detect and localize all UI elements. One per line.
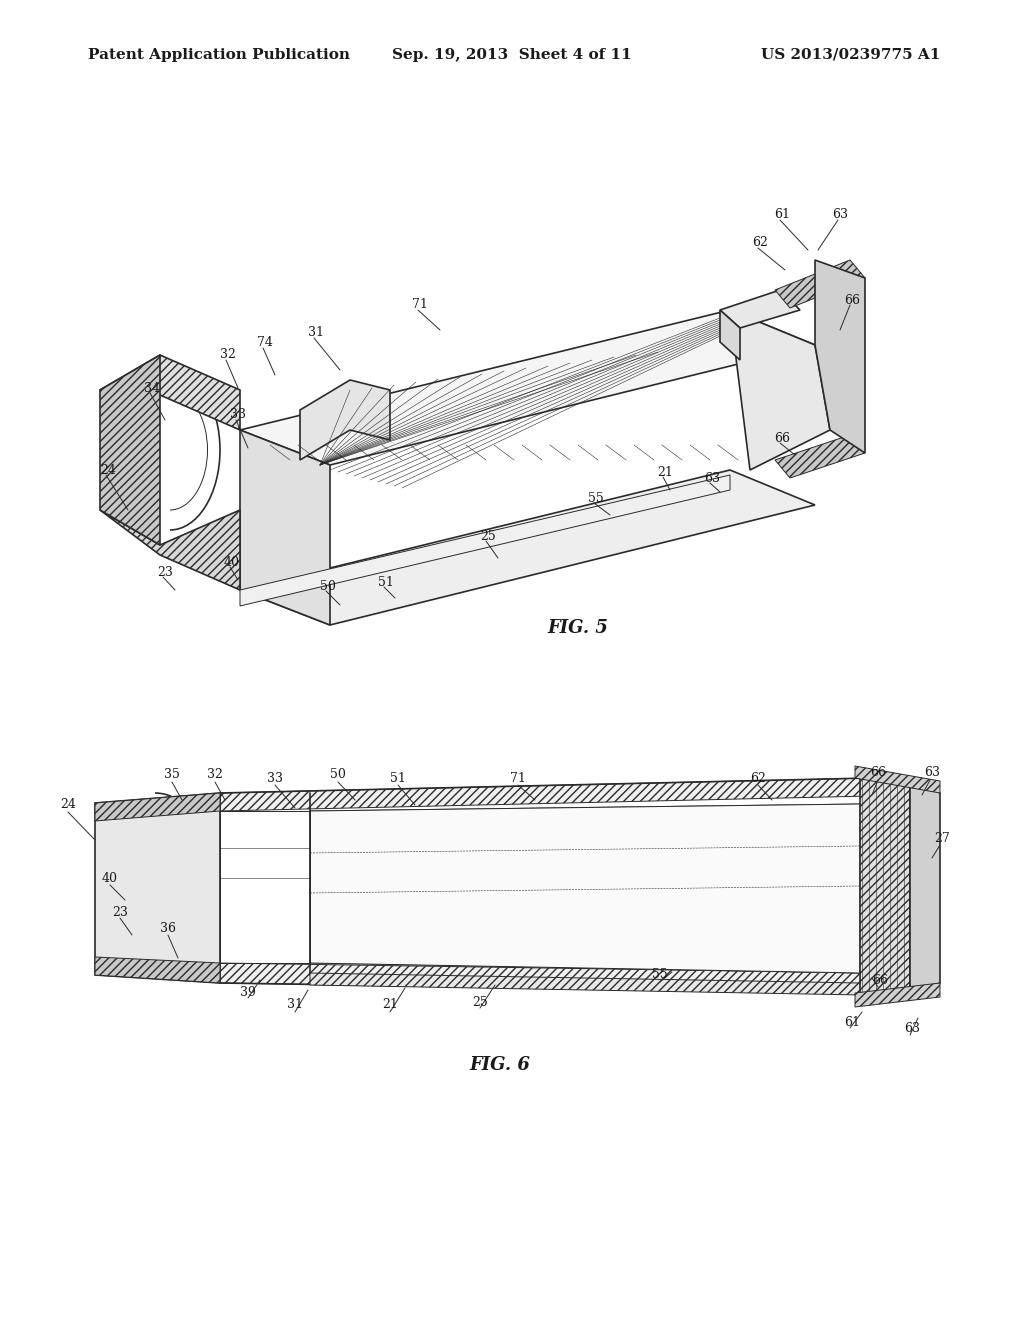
Text: 66: 66 — [844, 293, 860, 306]
Polygon shape — [95, 793, 220, 821]
Text: 66: 66 — [774, 432, 790, 445]
Polygon shape — [775, 436, 865, 478]
Text: 62: 62 — [750, 771, 766, 784]
Polygon shape — [240, 310, 815, 465]
Polygon shape — [240, 430, 330, 624]
Text: 24: 24 — [60, 799, 76, 812]
Text: 62: 62 — [752, 235, 768, 248]
Text: 63: 63 — [924, 767, 940, 780]
Polygon shape — [720, 290, 800, 327]
Text: 61: 61 — [844, 1015, 860, 1028]
Polygon shape — [220, 777, 870, 810]
Text: 40: 40 — [224, 556, 240, 569]
Text: 74: 74 — [257, 335, 273, 348]
Text: 66: 66 — [870, 767, 886, 780]
Polygon shape — [310, 973, 862, 995]
Polygon shape — [720, 310, 740, 360]
Text: 36: 36 — [160, 921, 176, 935]
Text: FIG. 5: FIG. 5 — [548, 619, 608, 638]
Polygon shape — [730, 310, 830, 470]
Polygon shape — [855, 766, 940, 793]
Polygon shape — [240, 470, 815, 624]
Text: 63: 63 — [831, 209, 848, 222]
Polygon shape — [860, 777, 910, 993]
Text: 50: 50 — [330, 768, 346, 781]
Text: US 2013/0239775 A1: US 2013/0239775 A1 — [761, 48, 940, 62]
Text: 35: 35 — [164, 768, 180, 781]
Text: 25: 25 — [480, 529, 496, 543]
Polygon shape — [220, 964, 870, 993]
Text: 24: 24 — [100, 463, 116, 477]
Text: 23: 23 — [157, 565, 173, 578]
Text: 27: 27 — [934, 832, 950, 845]
Text: 21: 21 — [382, 998, 398, 1011]
Text: 32: 32 — [220, 348, 236, 362]
Polygon shape — [910, 777, 940, 993]
Polygon shape — [240, 475, 730, 606]
Polygon shape — [95, 957, 220, 983]
Text: 63: 63 — [705, 471, 720, 484]
Polygon shape — [300, 380, 390, 459]
Polygon shape — [100, 355, 160, 545]
Text: 61: 61 — [774, 209, 790, 222]
Text: Patent Application Publication: Patent Application Publication — [88, 48, 350, 62]
Text: 23: 23 — [112, 906, 128, 919]
Text: 71: 71 — [412, 298, 428, 312]
Text: 31: 31 — [287, 998, 303, 1011]
Text: 50: 50 — [321, 579, 336, 593]
Text: Sep. 19, 2013  Sheet 4 of 11: Sep. 19, 2013 Sheet 4 of 11 — [392, 48, 632, 62]
Text: 66: 66 — [872, 974, 888, 986]
Text: 51: 51 — [390, 771, 406, 784]
Polygon shape — [95, 793, 220, 983]
Text: 32: 32 — [207, 768, 223, 781]
Polygon shape — [815, 260, 865, 453]
Text: 31: 31 — [308, 326, 324, 338]
Text: 33: 33 — [230, 408, 246, 421]
Polygon shape — [310, 804, 860, 973]
Polygon shape — [100, 510, 240, 590]
Text: 33: 33 — [267, 771, 283, 784]
Text: 55: 55 — [652, 969, 668, 982]
Polygon shape — [100, 355, 240, 430]
Text: 63: 63 — [904, 1022, 920, 1035]
Polygon shape — [855, 983, 940, 1007]
Text: 51: 51 — [378, 576, 394, 589]
Text: FIG. 6: FIG. 6 — [470, 1056, 530, 1074]
Text: 55: 55 — [588, 491, 604, 504]
Polygon shape — [775, 260, 865, 308]
Text: 71: 71 — [510, 771, 526, 784]
Text: 39: 39 — [240, 986, 256, 998]
Text: 25: 25 — [472, 995, 487, 1008]
Text: 40: 40 — [102, 871, 118, 884]
Text: 34: 34 — [144, 381, 160, 395]
Text: 21: 21 — [657, 466, 673, 479]
